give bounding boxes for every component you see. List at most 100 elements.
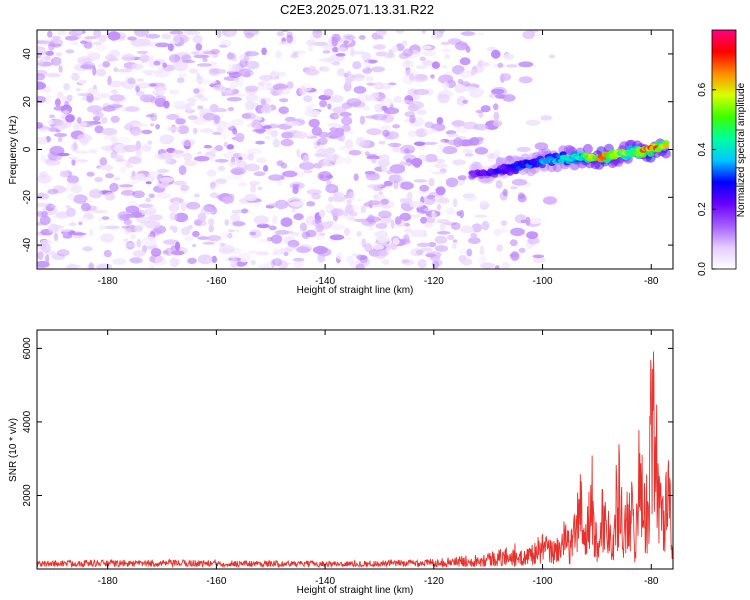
heatmap-cell <box>213 108 227 113</box>
heatmap-cell <box>144 207 157 215</box>
heatmap-cell <box>518 192 525 200</box>
heatmap-cell <box>148 214 163 221</box>
heatmap-cell <box>480 200 488 206</box>
heatmap-cell <box>457 175 467 181</box>
heatmap-cell <box>129 257 143 264</box>
heatmap-cell <box>420 216 428 224</box>
heatmap-cell <box>192 230 200 238</box>
heatmap-cell <box>403 222 411 227</box>
heatmap-cell <box>506 64 518 68</box>
heatmap-cell <box>130 257 142 263</box>
heatmap-cell <box>223 141 228 148</box>
heatmap-cell <box>319 58 335 62</box>
heatmap-signal-cell <box>660 148 671 159</box>
heatmap-cell <box>208 225 215 233</box>
heatmap-signal-cell <box>662 143 670 149</box>
heatmap-cell <box>123 144 139 153</box>
heatmap-cell <box>462 99 469 104</box>
heatmap-cell <box>278 248 293 254</box>
heatmap-cell <box>430 74 435 79</box>
heatmap-cell <box>95 68 107 77</box>
heatmap-cell <box>169 212 178 221</box>
heatmap-cell <box>356 231 362 237</box>
heatmap-cell <box>493 111 500 121</box>
heatmap-cell <box>124 82 139 87</box>
snr-series-line <box>37 351 673 569</box>
heatmap-cell <box>355 136 365 147</box>
heatmap-cell <box>460 225 474 234</box>
heatmap-cell <box>374 230 389 238</box>
heatmap-cell <box>436 218 450 224</box>
heatmap-cell <box>82 246 93 252</box>
heatmap-cell <box>153 60 161 66</box>
heatmap-cell <box>529 30 539 33</box>
heatmap-cell <box>366 128 382 136</box>
heatmap-cell <box>322 50 331 54</box>
heatmap-cell <box>123 227 132 235</box>
heatmap-cell <box>346 98 362 107</box>
heatmap-cell <box>172 225 178 233</box>
heatmap-cell <box>37 202 49 208</box>
heatmap-cell <box>199 128 215 134</box>
heatmap-cell <box>219 242 226 247</box>
heatmap-cell <box>93 30 102 38</box>
snr-frame <box>36 329 674 570</box>
heatmap-cell <box>246 60 260 70</box>
heatmap-cell <box>549 54 555 59</box>
heatmap-cell <box>331 61 341 66</box>
heatmap-cell <box>491 86 508 97</box>
heatmap-cell <box>365 76 374 82</box>
heatmap-cell <box>416 109 427 115</box>
heatmap-cell <box>367 214 375 225</box>
heatmap-cell <box>419 56 426 62</box>
heatmap-cell <box>308 65 316 71</box>
heatmap-cell <box>345 78 352 86</box>
heatmap-cell <box>304 109 321 117</box>
heatmap-cell <box>336 252 343 260</box>
heatmap-cell <box>436 143 444 154</box>
heatmap-cell <box>113 67 119 73</box>
heatmap-cell <box>140 221 152 227</box>
heatmap-cell <box>275 229 290 235</box>
heatmap-cell <box>210 68 227 74</box>
heatmap-cell <box>61 96 72 104</box>
heatmap-cell <box>46 72 61 78</box>
heatmap-cell <box>177 125 190 135</box>
heatmap-cell <box>282 170 298 178</box>
heatmap-cell <box>527 217 542 225</box>
heatmap-cell <box>49 205 57 208</box>
heatmap-cell <box>481 60 492 69</box>
heatmap-cell <box>200 206 215 215</box>
heatmap-cell <box>409 200 424 208</box>
heatmap-cell <box>392 142 400 153</box>
heatmap-cell <box>438 74 454 84</box>
heatmap-cell <box>532 254 545 259</box>
heatmap-cell <box>252 128 267 133</box>
heatmap-cell <box>360 205 367 214</box>
heatmap-cell <box>382 205 391 209</box>
heatmap-cell <box>323 158 330 167</box>
heatmap-cell <box>150 248 162 257</box>
heatmap-cell <box>333 114 340 118</box>
heatmap-cell <box>431 260 440 269</box>
spectrogram-heatmap <box>37 30 671 269</box>
heatmap-cell <box>500 73 512 81</box>
heatmap-cell <box>389 164 406 174</box>
heatmap-cell <box>122 238 129 242</box>
heatmap-cell <box>352 61 362 70</box>
heatmap-cell <box>222 30 237 37</box>
heatmap-cell <box>355 263 365 269</box>
heatmap-cell <box>72 41 79 46</box>
heatmap-cell <box>397 100 413 104</box>
heatmap-cell <box>401 40 408 47</box>
heatmap-cell <box>408 100 424 110</box>
heatmap-cell <box>220 90 234 95</box>
heatmap-cell <box>136 238 142 248</box>
heatmap-cell <box>413 141 426 147</box>
heatmap-cell <box>455 41 468 51</box>
heatmap-cell <box>145 114 155 118</box>
heatmap-cell <box>48 127 59 132</box>
heatmap-cell <box>299 162 315 170</box>
heatmap-cell <box>305 132 314 138</box>
heatmap-cell <box>196 219 207 227</box>
